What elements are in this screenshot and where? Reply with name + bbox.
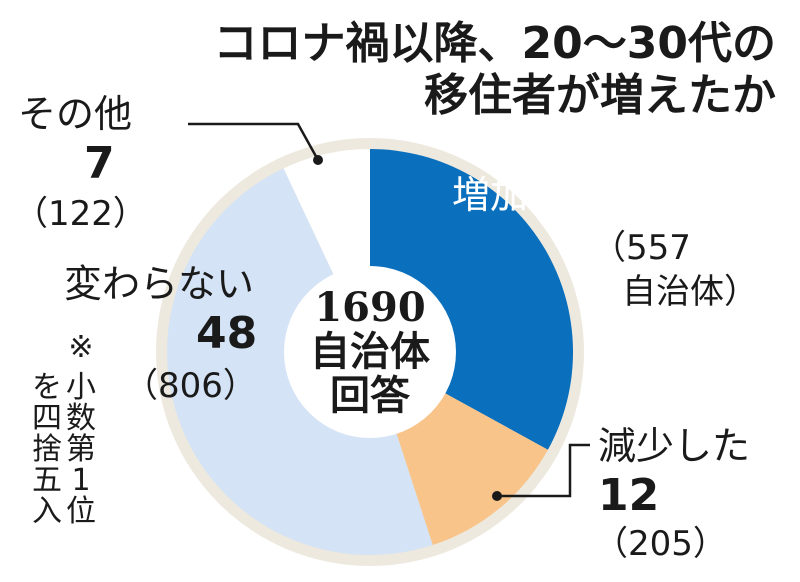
label-unchanged-value: 48: [196, 308, 258, 359]
label-increase-count-unit-text: 自治体: [622, 272, 724, 312]
note-column-1: を四捨五入: [32, 370, 62, 529]
label-decrease-count: （205）: [594, 524, 727, 564]
label-unchanged-count: （806）: [124, 366, 257, 406]
label-decrease-value: 12: [598, 470, 660, 521]
label-increase-value: 33: [609, 168, 671, 219]
label-other-count-value: 122: [48, 194, 113, 234]
chart-title-line2: 移住者が増えたか: [424, 70, 776, 121]
label-other-name: その他: [18, 92, 133, 136]
label-unchanged-count-value: 806: [158, 366, 223, 406]
label-increase-count-value: 557: [626, 228, 691, 268]
center-unit: 自治体: [310, 328, 430, 375]
chart-title-line1: コロナ禍以降、20〜30代の: [213, 18, 776, 69]
label-increase-name: 増加した: [452, 173, 605, 217]
label-increase-count: （557: [592, 228, 691, 268]
label-increase-unit: %: [670, 185, 697, 215]
label-other-count: （122）: [14, 194, 147, 234]
leader-line-other: [188, 122, 320, 161]
pie-center-hole: [284, 266, 456, 438]
note-column-2: 小数第1位: [66, 370, 96, 529]
center-answer: 回答: [330, 372, 410, 419]
leader-dot-decrease: [492, 491, 502, 501]
label-decrease-name: 減少した: [598, 424, 751, 468]
label-unchanged-name: 変わらない: [64, 262, 255, 306]
label-other-value: 7: [84, 138, 115, 189]
center-total: 1690: [314, 284, 426, 331]
label-increase: 増加した 33%: [452, 170, 696, 218]
note-mark: ※: [68, 330, 94, 365]
leader-line-decrease: [497, 443, 590, 498]
leader-dot-other: [313, 155, 323, 165]
label-decrease-count-value: 205: [628, 524, 693, 564]
label-increase-count-unit: 自治体）: [622, 272, 758, 312]
